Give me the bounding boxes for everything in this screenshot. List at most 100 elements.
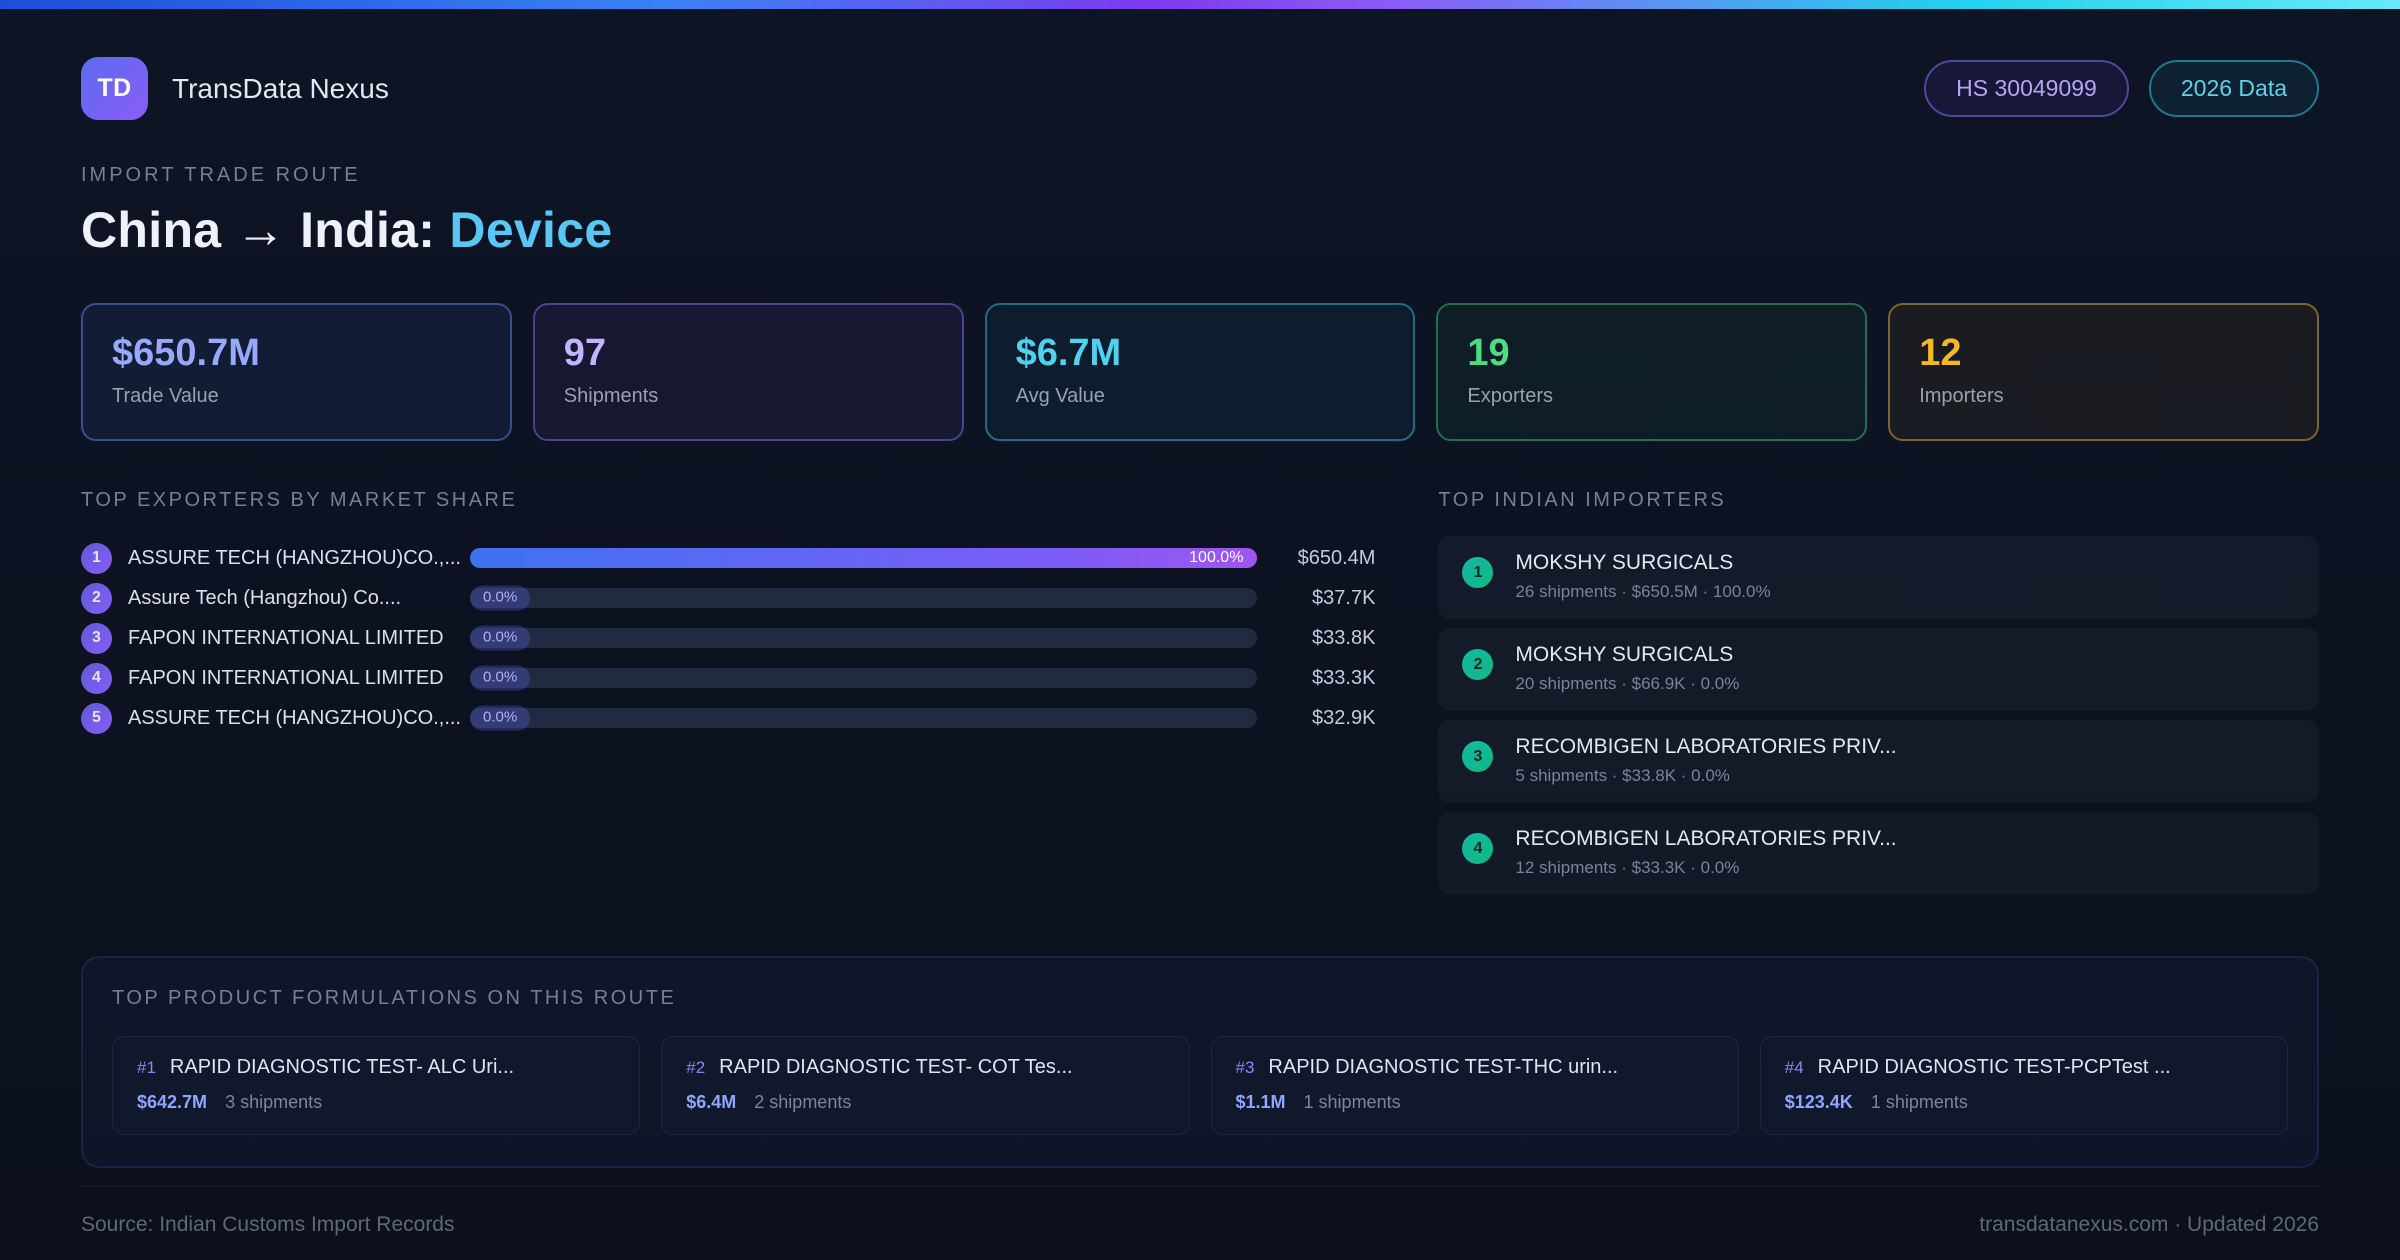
exporter-row: 1 ASSURE TECH (HANGZHOU)CO.,... 100.0% $… bbox=[81, 538, 1375, 578]
exporter-rank-badge: 1 bbox=[81, 542, 112, 574]
exporter-name: FAPON INTERNATIONAL LIMITED bbox=[128, 666, 444, 689]
stat-label: Shipments bbox=[563, 385, 659, 407]
stat-card-trade-value: $650.7M Trade Value bbox=[81, 303, 512, 441]
exporter-rank-badge: 5 bbox=[81, 702, 112, 734]
hs-code-badge[interactable]: HS 30049099 bbox=[1924, 60, 2129, 117]
stat-label: Trade Value bbox=[112, 385, 219, 407]
product-rank: #4 bbox=[1784, 1058, 1804, 1077]
exporter-row: 3 FAPON INTERNATIONAL LIMITED 0.0% $33.8… bbox=[81, 618, 1375, 658]
importer-rank-badge: 2 bbox=[1462, 649, 1494, 680]
exporter-value: $33.3K bbox=[1312, 666, 1376, 689]
product-top: #4 RAPID DIAGNOSTIC TEST-PCPTest ... bbox=[1785, 1056, 2263, 1079]
exporter-row: 5 ASSURE TECH (HANGZHOU)CO.,... 0.0% $32… bbox=[81, 698, 1375, 738]
product-card: #2 RAPID DIAGNOSTIC TEST- COT Tes... $6.… bbox=[661, 1036, 1190, 1135]
stat-label: Exporters bbox=[1467, 385, 1553, 407]
market-share-bar: 0.0% bbox=[470, 625, 1258, 651]
stat-cards-row: $650.7M Trade Value 97 Shipments $6.7M A… bbox=[81, 303, 2319, 441]
product-name: RAPID DIAGNOSTIC TEST- ALC Uri... bbox=[169, 1056, 515, 1078]
importer-name: MOKSHY SURGICALS bbox=[1515, 643, 1734, 666]
exporter-name: Assure Tech (Hangzhou) Co.... bbox=[128, 586, 402, 609]
importer-name: RECOMBIGEN LABORATORIES PRIV... bbox=[1515, 827, 1897, 850]
importer-name: RECOMBIGEN LABORATORIES PRIV... bbox=[1515, 735, 1897, 758]
product-shipments: 1 shipments bbox=[1303, 1092, 1401, 1112]
importer-meta: 5 shipments · $33.8K · 0.0% bbox=[1515, 766, 1730, 785]
product-value: $642.7M bbox=[137, 1092, 208, 1112]
market-share-bar: 100.0% bbox=[470, 548, 1258, 568]
stat-card-importers: 12 Importers bbox=[1888, 303, 2319, 441]
stat-card-avg-value: $6.7M Avg Value bbox=[984, 303, 1416, 441]
exporter-rank-badge: 4 bbox=[81, 662, 112, 694]
exporter-value: $37.7K bbox=[1312, 586, 1376, 609]
top-accent-gradient-bar bbox=[0, 0, 2400, 9]
stat-value: $650.7M bbox=[112, 332, 260, 374]
market-share-label: 0.0% bbox=[470, 585, 531, 611]
importer-card: 2 MOKSHY SURGICALS 20 shipments · $66.9K… bbox=[1438, 628, 2319, 711]
importers-list: 1 MOKSHY SURGICALS 26 shipments · $650.5… bbox=[1438, 536, 2319, 895]
market-share-label: 0.0% bbox=[470, 665, 531, 691]
product-bottom: $123.4K 1 shipments bbox=[1785, 1092, 2263, 1113]
top-products-panel: TOP PRODUCT FORMULATIONS ON THIS ROUTE #… bbox=[81, 956, 2319, 1168]
product-rank: #1 bbox=[137, 1058, 156, 1077]
exporter-row: 4 FAPON INTERNATIONAL LIMITED 0.0% $33.3… bbox=[81, 658, 1375, 698]
product-value: $123.4K bbox=[1784, 1092, 1853, 1112]
stat-card-shipments: 97 Shipments bbox=[532, 303, 964, 441]
market-share-bar: 0.0% bbox=[470, 585, 1258, 611]
importer-info: MOKSHY SURGICALS 20 shipments · $66.9K ·… bbox=[1515, 643, 1739, 694]
footer-site: transdatanexus.com · Updated 2026 bbox=[1979, 1213, 2319, 1236]
product-value: $1.1M bbox=[1235, 1092, 1286, 1112]
market-share-bar-fill bbox=[470, 548, 1258, 568]
app-logo: TD bbox=[81, 57, 148, 120]
app-header: TD TransData Nexus HS 30049099 2026 Data bbox=[81, 57, 2319, 120]
exporter-rank-badge: 3 bbox=[81, 622, 112, 654]
stat-value: 19 bbox=[1467, 332, 1510, 374]
page-footer: Source: Indian Customs Import Records tr… bbox=[81, 1186, 2319, 1237]
importers-section-title: TOP INDIAN IMPORTERS bbox=[1438, 489, 1727, 511]
stat-value: 12 bbox=[1919, 332, 1962, 374]
exporter-name: ASSURE TECH (HANGZHOU)CO.,... bbox=[128, 706, 461, 729]
importer-rank-badge: 4 bbox=[1462, 833, 1494, 864]
product-rank: #2 bbox=[686, 1058, 706, 1077]
stat-value: 97 bbox=[563, 332, 607, 374]
importer-card: 4 RECOMBIGEN LABORATORIES PRIV... 12 shi… bbox=[1438, 812, 2319, 895]
top-importers-section: TOP INDIAN IMPORTERS 1 MOKSHY SURGICALS … bbox=[1438, 489, 2319, 904]
product-value: $6.4M bbox=[686, 1092, 737, 1112]
exporter-rank-badge: 2 bbox=[81, 582, 112, 614]
products-section-title: TOP PRODUCT FORMULATIONS ON THIS ROUTE bbox=[112, 987, 677, 1009]
product-shipments: 1 shipments bbox=[1870, 1092, 1968, 1112]
market-share-bar: 0.0% bbox=[470, 665, 1258, 691]
route-eyebrow: IMPORT TRADE ROUTE bbox=[81, 164, 361, 186]
stat-card-exporters: 19 Exporters bbox=[1436, 303, 1868, 441]
product-card: #3 RAPID DIAGNOSTIC TEST-THC urin... $1.… bbox=[1210, 1036, 1739, 1135]
product-rank: #3 bbox=[1235, 1058, 1255, 1077]
exporter-name: ASSURE TECH (HANGZHOU)CO.,... bbox=[128, 546, 461, 569]
market-share-bar: 0.0% bbox=[470, 705, 1258, 731]
importer-rank-badge: 3 bbox=[1462, 741, 1494, 772]
market-share-label: 0.0% bbox=[470, 705, 531, 731]
exporter-row: 2 Assure Tech (Hangzhou) Co.... 0.0% $37… bbox=[81, 578, 1375, 618]
stat-value: $6.7M bbox=[1015, 332, 1122, 374]
product-bottom: $642.7M 3 shipments bbox=[137, 1092, 615, 1113]
product-name: RAPID DIAGNOSTIC TEST- COT Tes... bbox=[719, 1056, 1073, 1078]
importer-card: 3 RECOMBIGEN LABORATORIES PRIV... 5 ship… bbox=[1438, 720, 2319, 803]
route-title-product: Device bbox=[449, 202, 613, 258]
app-title: TransData Nexus bbox=[172, 72, 389, 104]
importer-meta: 20 shipments · $66.9K · 0.0% bbox=[1515, 674, 1740, 693]
product-top: #2 RAPID DIAGNOSTIC TEST- COT Tes... bbox=[686, 1056, 1164, 1079]
page-title: China → India: Device bbox=[81, 201, 2319, 259]
exporters-section-title: TOP EXPORTERS BY MARKET SHARE bbox=[81, 489, 518, 511]
product-top: #3 RAPID DIAGNOSTIC TEST-THC urin... bbox=[1236, 1056, 1714, 1079]
importer-card: 1 MOKSHY SURGICALS 26 shipments · $650.5… bbox=[1438, 536, 2319, 619]
product-bottom: $6.4M 2 shipments bbox=[686, 1092, 1164, 1113]
exporter-name: FAPON INTERNATIONAL LIMITED bbox=[128, 626, 444, 649]
top-exporters-section: TOP EXPORTERS BY MARKET SHARE 1 ASSURE T… bbox=[81, 489, 1375, 738]
product-name: RAPID DIAGNOSTIC TEST-THC urin... bbox=[1268, 1056, 1619, 1078]
market-share-label: 100.0% bbox=[1189, 549, 1244, 566]
stat-label: Importers bbox=[1919, 385, 2004, 407]
year-data-badge[interactable]: 2026 Data bbox=[2148, 60, 2319, 117]
product-card: #4 RAPID DIAGNOSTIC TEST-PCPTest ... $12… bbox=[1759, 1036, 2288, 1135]
importer-meta: 12 shipments · $33.3K · 0.0% bbox=[1515, 858, 1740, 877]
exporter-value: $650.4M bbox=[1297, 546, 1376, 569]
importer-name: MOKSHY SURGICALS bbox=[1515, 551, 1734, 574]
product-card: #1 RAPID DIAGNOSTIC TEST- ALC Uri... $64… bbox=[112, 1036, 641, 1135]
